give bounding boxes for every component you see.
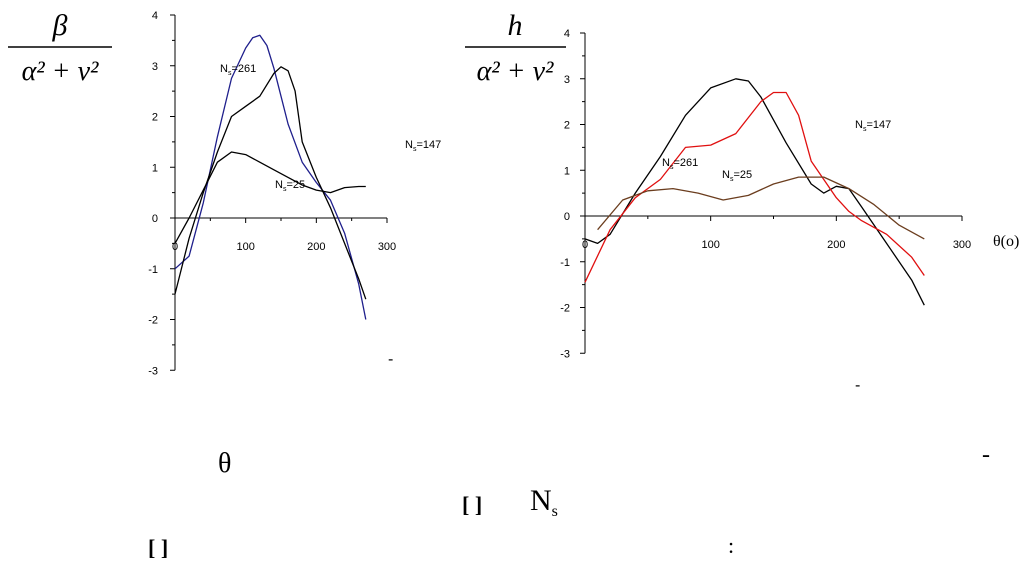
chart-h: h α² + ν² -3 -2 -1 0 1 2 3 4 0 100 200 300 Ns=261 N… <box>465 9 1019 394</box>
series-line-ns-261 <box>584 78 925 306</box>
y-tick-label: 0 <box>152 213 158 225</box>
caption-bracket-2: [ ] <box>148 535 168 560</box>
caption-ns-main: N <box>530 484 552 517</box>
xlabel-theta: θ(o) <box>993 233 1019 250</box>
x-tick-label: 0 <box>172 241 178 253</box>
y-tick-label: 4 <box>152 10 158 22</box>
axes-beta: -3 -2 -1 0 1 2 3 4 0 100 200 300 <box>148 10 396 377</box>
x-tick-label: 300 <box>378 241 396 253</box>
y-tick-label: 1 <box>152 162 158 174</box>
series-line-ns-147 <box>174 66 367 300</box>
series-line-ns-25 <box>174 151 366 244</box>
dash-mark: - <box>855 377 860 394</box>
y-tick-label: 4 <box>564 28 570 40</box>
y-tick-label: -3 <box>560 348 570 360</box>
series-beta <box>174 34 367 320</box>
caption-colon: : <box>728 533 734 558</box>
x-tick-label: 100 <box>701 239 719 251</box>
y-tick-label: 3 <box>152 61 158 73</box>
ylabel-beta: β α² + ν² <box>8 9 112 87</box>
ylabel-numerator: β <box>52 9 68 42</box>
chart-beta: β α² + ν² -3 -2 -1 0 1 2 3 4 0 100 200 300 Ns=261 N… <box>8 9 441 377</box>
ylabel-denominator: α² + ν² <box>22 56 99 87</box>
series-line-ns-25 <box>597 176 925 240</box>
x-tick-label: 200 <box>307 241 325 253</box>
y-tick-label: -1 <box>560 257 570 269</box>
caption-ns-sub: s <box>552 503 558 520</box>
x-tick-label: 100 <box>236 241 254 253</box>
label-ns25: Ns=25 <box>722 169 752 183</box>
y-tick-label: 1 <box>564 165 570 177</box>
series-h <box>584 78 925 306</box>
label-ns261: Ns=261 <box>662 157 698 171</box>
caption-theta: θ <box>218 448 231 479</box>
y-tick-label: 0 <box>564 211 570 223</box>
y-tick-label: -3 <box>148 365 158 377</box>
ylabel-numerator: h <box>508 9 523 42</box>
series-line-ns-261 <box>174 34 367 320</box>
caption-ns: Ns <box>530 484 558 520</box>
y-tick-label: -1 <box>148 264 158 276</box>
caption-bracket-1: [ ] <box>462 492 482 517</box>
series-line-ns-147 <box>584 91 925 283</box>
label-ns147: Ns=147 <box>405 139 441 153</box>
axes-h: -3 -2 -1 0 1 2 3 4 0 100 200 300 <box>560 28 971 360</box>
ylabel-denominator: α² + ν² <box>477 56 554 87</box>
y-tick-label: -2 <box>148 315 158 327</box>
y-tick-label: -2 <box>560 303 570 315</box>
dash-mark: - <box>388 351 393 368</box>
y-tick-label: 2 <box>564 120 570 132</box>
x-tick-label: 0 <box>582 239 588 251</box>
label-ns25: Ns=25 <box>275 179 305 193</box>
y-tick-label: 3 <box>564 74 570 86</box>
label-ns147: Ns=147 <box>855 119 891 133</box>
y-tick-label: 2 <box>152 112 158 124</box>
caption-dash: - <box>982 442 990 468</box>
x-tick-label: 200 <box>827 239 845 251</box>
ylabel-h: h α² + ν² <box>465 9 566 87</box>
caption: θ - [ ] Ns [ ] : <box>148 442 990 560</box>
x-tick-label: 300 <box>953 239 971 251</box>
label-ns261: Ns=261 <box>220 63 256 77</box>
